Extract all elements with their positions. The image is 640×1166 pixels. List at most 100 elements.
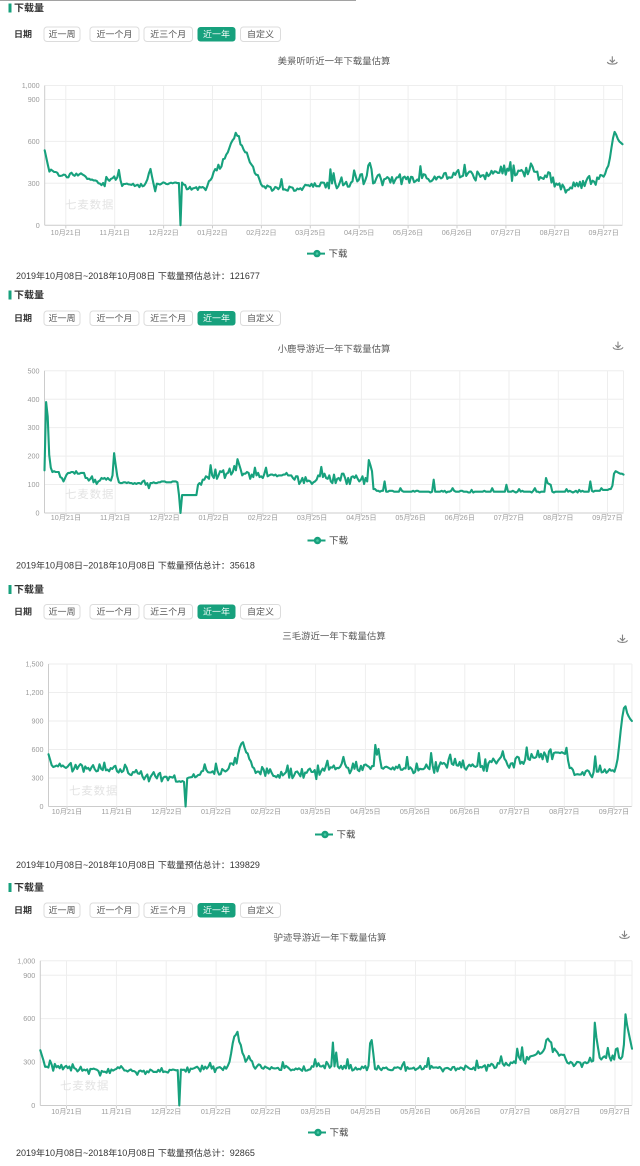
svg-text:08: 08 <box>549 807 557 816</box>
svg-text:26: 26 <box>460 513 468 522</box>
svg-text:26: 26 <box>457 228 465 237</box>
svg-text:10: 10 <box>51 513 59 522</box>
svg-text:10: 10 <box>45 561 55 571</box>
svg-text:22: 22 <box>266 807 274 816</box>
svg-text:0: 0 <box>31 1101 35 1110</box>
svg-text:10: 10 <box>45 1148 55 1158</box>
svg-text:10: 10 <box>52 807 60 816</box>
svg-text:25: 25 <box>359 228 367 237</box>
svg-text:26: 26 <box>465 807 473 816</box>
svg-text:08: 08 <box>540 228 548 237</box>
svg-text:22: 22 <box>164 228 172 237</box>
svg-text:25: 25 <box>365 807 373 816</box>
svg-text:25: 25 <box>312 513 320 522</box>
svg-text:09: 09 <box>600 1107 608 1116</box>
svg-text:92865: 92865 <box>230 1148 255 1158</box>
svg-text:300: 300 <box>23 1058 35 1067</box>
svg-text:11: 11 <box>100 513 107 522</box>
svg-text:04: 04 <box>346 513 354 522</box>
svg-text:06: 06 <box>442 228 450 237</box>
svg-text:11: 11 <box>101 1107 108 1116</box>
svg-text:02: 02 <box>251 807 259 816</box>
svg-text:26: 26 <box>415 807 423 816</box>
svg-text:1,000: 1,000 <box>22 81 40 90</box>
svg-text:27: 27 <box>515 807 523 816</box>
svg-text:07: 07 <box>500 1107 508 1116</box>
svg-text:01: 01 <box>201 807 209 816</box>
svg-text:05: 05 <box>400 807 408 816</box>
svg-text:27: 27 <box>614 807 622 816</box>
svg-text:03: 03 <box>297 513 305 522</box>
svg-text:07: 07 <box>491 228 499 237</box>
svg-text:22: 22 <box>165 513 173 522</box>
svg-text:01: 01 <box>199 513 207 522</box>
svg-text:06: 06 <box>450 807 458 816</box>
svg-text:600: 600 <box>23 1014 35 1023</box>
svg-text:26: 26 <box>408 228 416 237</box>
svg-text:10: 10 <box>51 1107 59 1116</box>
svg-text:22: 22 <box>167 807 175 816</box>
svg-text:04: 04 <box>351 1107 359 1116</box>
svg-text:10: 10 <box>51 228 59 237</box>
svg-text:600: 600 <box>28 137 40 146</box>
svg-text:300: 300 <box>32 774 44 783</box>
svg-text:22: 22 <box>216 1107 224 1116</box>
svg-text:27: 27 <box>515 1107 523 1116</box>
svg-text:400: 400 <box>28 395 40 404</box>
svg-text:08: 08 <box>64 271 74 281</box>
svg-text:02: 02 <box>246 228 254 237</box>
svg-text:02: 02 <box>251 1107 259 1116</box>
svg-text:21: 21 <box>66 513 74 522</box>
svg-text:04: 04 <box>344 228 352 237</box>
svg-text:22: 22 <box>166 1107 174 1116</box>
svg-text:08: 08 <box>550 1107 558 1116</box>
svg-text:08: 08 <box>64 561 74 571</box>
svg-text:12: 12 <box>149 513 157 522</box>
svg-text:09: 09 <box>592 513 600 522</box>
svg-text:22: 22 <box>213 228 221 237</box>
svg-text:27: 27 <box>564 807 572 816</box>
svg-text:21: 21 <box>115 228 123 237</box>
svg-text:26: 26 <box>465 1107 473 1116</box>
svg-text:05: 05 <box>393 228 401 237</box>
svg-text:25: 25 <box>316 807 324 816</box>
svg-text:900: 900 <box>28 95 40 104</box>
svg-text:25: 25 <box>310 228 318 237</box>
svg-text:12: 12 <box>151 1107 159 1116</box>
svg-text:08: 08 <box>64 860 74 870</box>
svg-text:27: 27 <box>608 513 616 522</box>
svg-text:11: 11 <box>102 807 109 816</box>
svg-text:21: 21 <box>66 228 74 237</box>
svg-text:02: 02 <box>248 513 256 522</box>
svg-text:08: 08 <box>136 271 146 281</box>
svg-text:2019: 2019 <box>16 271 36 281</box>
svg-text:27: 27 <box>506 228 514 237</box>
svg-text:0: 0 <box>40 802 44 811</box>
svg-text:26: 26 <box>411 513 419 522</box>
svg-text:05: 05 <box>395 513 403 522</box>
svg-text:21: 21 <box>116 1107 124 1116</box>
svg-text:300: 300 <box>28 423 40 432</box>
svg-text:22: 22 <box>214 513 222 522</box>
svg-text:0: 0 <box>36 509 40 518</box>
svg-text:27: 27 <box>558 513 566 522</box>
svg-text:300: 300 <box>28 179 40 188</box>
svg-text:07: 07 <box>499 807 507 816</box>
svg-text:12: 12 <box>151 807 159 816</box>
svg-text:03: 03 <box>295 228 303 237</box>
svg-text:05: 05 <box>400 1107 408 1116</box>
svg-text:27: 27 <box>509 513 517 522</box>
svg-text:21: 21 <box>67 807 75 816</box>
svg-text:12: 12 <box>148 228 156 237</box>
svg-text:35618: 35618 <box>230 561 255 571</box>
svg-text:600: 600 <box>32 745 44 754</box>
svg-text:26: 26 <box>416 1107 424 1116</box>
svg-text:08: 08 <box>64 1148 74 1158</box>
svg-text:10: 10 <box>117 271 127 281</box>
svg-text:03: 03 <box>301 1107 309 1116</box>
svg-text:500: 500 <box>28 366 40 375</box>
svg-text:22: 22 <box>266 1107 274 1116</box>
svg-text:2019: 2019 <box>16 561 36 571</box>
svg-text:1,000: 1,000 <box>17 956 35 965</box>
svg-text:03: 03 <box>300 807 308 816</box>
